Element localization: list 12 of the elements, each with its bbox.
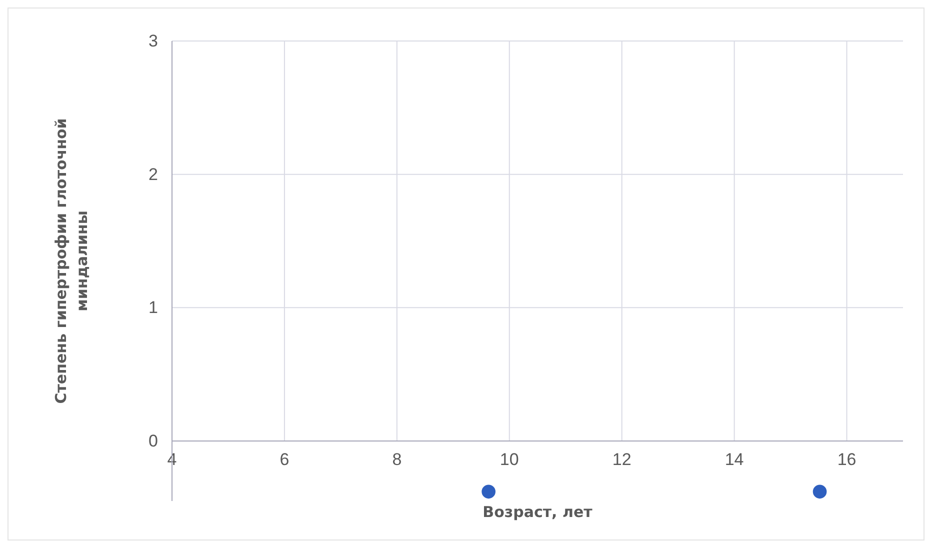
y-tick-label: 1: [148, 298, 158, 318]
y-tick-label: 2: [148, 164, 158, 184]
x-tick-label: 8: [392, 450, 402, 470]
y-tick-label: 0: [148, 431, 158, 450]
x-tick-label: 14: [724, 450, 744, 470]
x-tick-label: 16: [837, 450, 856, 470]
y-axis-title: Степень гипертрофии глоточной миндалины: [52, 118, 91, 404]
x-axis-title: Возраст, лет: [482, 503, 593, 521]
x-tick-label: 6: [280, 450, 290, 470]
x-tick-label: 10: [500, 450, 519, 470]
x-tick-label: 12: [612, 450, 632, 470]
y-tick-label: 3: [148, 31, 158, 50]
